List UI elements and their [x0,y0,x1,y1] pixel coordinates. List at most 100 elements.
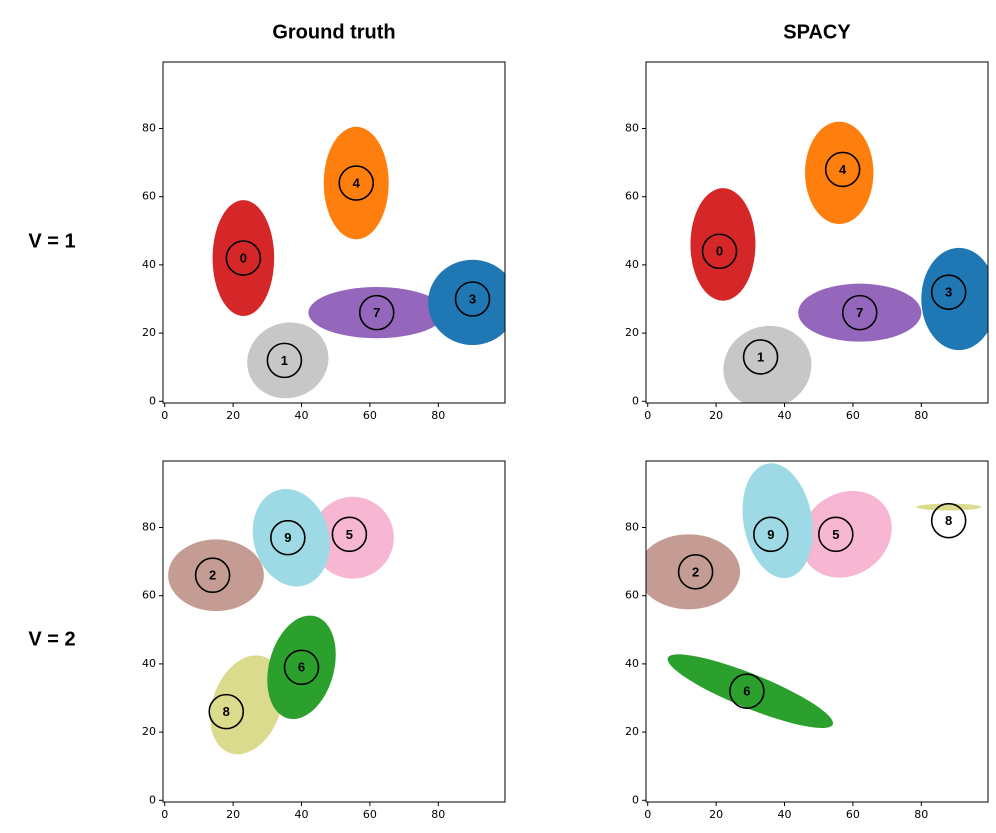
object-label: 6 [743,684,750,699]
object-mask [247,322,329,399]
x-tick-label: 60 [363,808,377,821]
object-mask [428,259,505,346]
label-circle [841,294,878,331]
label-circle [824,151,861,188]
object-mask [798,283,922,342]
y-tick-label: 0 [632,793,639,806]
object-label: 6 [298,660,305,675]
label-circle [208,693,245,730]
object-label: 9 [284,530,291,545]
object-label: 7 [856,305,863,320]
label-circle [930,274,967,310]
x-tick-label: 80 [914,409,928,422]
object-label: 0 [716,244,723,259]
y-tick-label: 80 [142,121,156,134]
object-mask [210,655,284,755]
label-circle [194,557,231,594]
x-tick-label: 60 [846,808,860,821]
label-circle [283,649,320,686]
label-circle [270,519,306,556]
object-label: 9 [767,527,774,542]
object-label: 1 [757,349,764,364]
x-tick-label: 80 [914,808,928,821]
x-tick-label: 20 [709,808,723,821]
y-tick-label: 60 [142,190,156,203]
label-circle [454,281,491,317]
object-label: 0 [240,251,247,266]
x-tick-label: 0 [161,808,168,821]
x-tick-label: 20 [226,808,240,821]
x-tick-label: 0 [161,409,168,422]
row-label: V = 1 [28,230,75,252]
object-mask [252,488,330,587]
object-label: 8 [945,513,952,528]
row-label: V = 2 [28,628,75,650]
x-tick-label: 40 [778,409,792,422]
object-label: 2 [209,568,216,583]
x-tick-label: 40 [295,808,309,821]
label-circle [266,342,303,379]
panel-title: Ground truth [272,21,395,43]
object-mask [323,126,389,240]
object-label: 4 [353,175,361,190]
object-mask [667,654,834,729]
object-mask [690,188,756,301]
object-mask [916,503,982,511]
label-circle [225,240,262,276]
label-circle [701,233,738,270]
object-mask [267,615,336,720]
object-mask [308,287,446,339]
label-circle [930,502,967,539]
y-tick-label: 0 [149,394,156,407]
axes-frame [162,61,506,404]
x-tick-label: 80 [431,409,445,422]
y-tick-label: 60 [625,589,639,602]
object-label: 4 [839,162,847,177]
y-tick-label: 40 [625,258,639,271]
object-label: 2 [692,564,699,579]
object-mask [723,325,812,403]
y-tick-label: 20 [142,326,156,339]
y-tick-label: 40 [142,258,156,271]
x-tick-label: 80 [431,808,445,821]
plot-area: 6 2 5 9 8 [646,463,982,729]
x-tick-label: 0 [644,409,651,422]
y-tick-label: 20 [625,326,639,339]
object-mask [800,490,892,578]
x-tick-label: 20 [709,409,723,422]
object-label: 8 [223,704,230,719]
x-tick-label: 0 [644,808,651,821]
label-circle [331,516,368,553]
plot-area: 1 7 3 0 4 [690,121,988,403]
object-mask [742,463,813,579]
object-label: 5 [832,527,839,542]
y-tick-label: 80 [142,520,156,533]
axes-frame [645,61,989,404]
object-mask [212,200,275,317]
x-tick-label: 40 [778,808,792,821]
y-tick-label: 0 [149,793,156,806]
y-tick-label: 40 [142,657,156,670]
label-circle [677,554,714,590]
object-label: 5 [346,527,353,542]
x-tick-label: 60 [363,409,377,422]
label-circle [729,673,765,709]
y-tick-label: 0 [632,394,639,407]
object-mask [311,496,394,579]
plot-area: 1 0 7 3 4 [212,126,505,399]
object-mask [646,534,741,610]
axes-frame [162,460,506,803]
panel-title: SPACY [783,21,851,43]
object-mask [168,539,264,612]
object-label: 1 [281,353,288,368]
object-label: 7 [373,305,380,320]
label-circle [338,165,375,201]
y-tick-label: 20 [625,725,639,738]
axes-frame [645,460,989,803]
y-tick-label: 40 [625,657,639,670]
label-circle [358,294,395,331]
y-tick-label: 60 [142,589,156,602]
y-tick-label: 80 [625,520,639,533]
object-label: 3 [945,285,952,300]
